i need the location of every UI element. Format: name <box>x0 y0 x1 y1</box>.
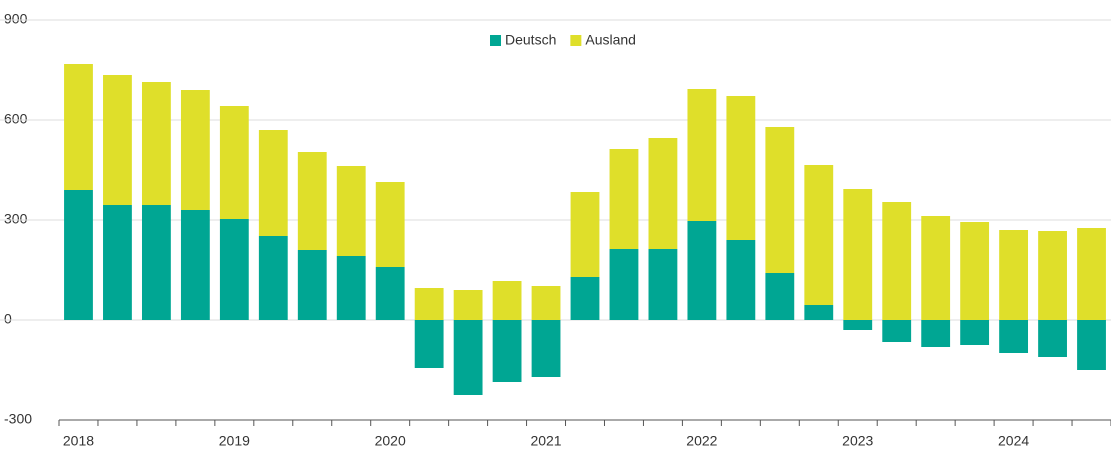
bar <box>804 305 834 320</box>
bar <box>726 240 756 320</box>
bar <box>492 281 522 320</box>
bar <box>375 267 405 320</box>
bar <box>219 219 249 320</box>
bar <box>180 210 210 320</box>
legend-label: Deutsch <box>505 32 556 48</box>
bar <box>648 138 678 249</box>
bar <box>375 182 405 267</box>
bar <box>414 288 444 320</box>
bar <box>141 205 171 320</box>
legend-swatch <box>490 35 501 46</box>
bar <box>1038 231 1067 320</box>
y-tick-label: 600 <box>4 111 28 127</box>
bar <box>570 192 600 277</box>
bar <box>609 149 639 249</box>
bar <box>64 64 93 190</box>
bar <box>960 320 990 345</box>
bar <box>804 165 834 305</box>
bar <box>960 222 990 320</box>
legend-swatch <box>570 35 582 46</box>
bar <box>921 216 951 320</box>
bar <box>103 205 132 320</box>
bar <box>882 320 912 342</box>
x-tick-label: 2024 <box>998 433 1029 449</box>
bar <box>999 320 1029 353</box>
bar <box>1077 228 1106 320</box>
bar <box>141 82 171 205</box>
bar <box>414 320 444 368</box>
bar <box>492 320 522 382</box>
bar <box>765 127 795 273</box>
x-tick-label: 2019 <box>219 433 250 449</box>
bar <box>336 256 366 320</box>
bar <box>103 75 132 205</box>
x-tick-label: 2022 <box>686 433 717 449</box>
bar <box>64 190 93 320</box>
x-tick-label: 2020 <box>375 433 406 449</box>
bar <box>609 249 639 320</box>
bar <box>999 230 1029 320</box>
bar <box>843 189 873 320</box>
bar <box>336 166 366 256</box>
bar <box>1038 320 1067 357</box>
bar <box>882 202 912 320</box>
bar <box>843 320 873 330</box>
x-tick-label: 2021 <box>530 433 561 449</box>
bar <box>726 96 756 240</box>
bar <box>648 249 678 320</box>
y-tick-label: 0 <box>4 311 12 327</box>
y-tick-label: -300 <box>4 411 32 427</box>
bar <box>687 89 717 221</box>
bar <box>570 277 600 320</box>
bar <box>531 320 561 377</box>
y-tick-label: 300 <box>4 211 28 227</box>
bar <box>297 152 327 250</box>
bar <box>921 320 951 347</box>
x-tick-label: 2023 <box>842 433 873 449</box>
bar <box>453 320 483 395</box>
bar <box>765 273 795 320</box>
bar <box>258 130 288 236</box>
bar <box>258 236 288 320</box>
bar <box>180 90 210 210</box>
bar <box>687 221 717 320</box>
bar <box>531 286 561 320</box>
x-tick-label: 2018 <box>63 433 94 449</box>
legend-label: Ausland <box>585 32 636 48</box>
bar <box>219 106 249 219</box>
bar <box>1077 320 1106 370</box>
y-tick-label: 900 <box>4 11 28 27</box>
bar <box>453 290 483 320</box>
bar <box>297 250 327 320</box>
